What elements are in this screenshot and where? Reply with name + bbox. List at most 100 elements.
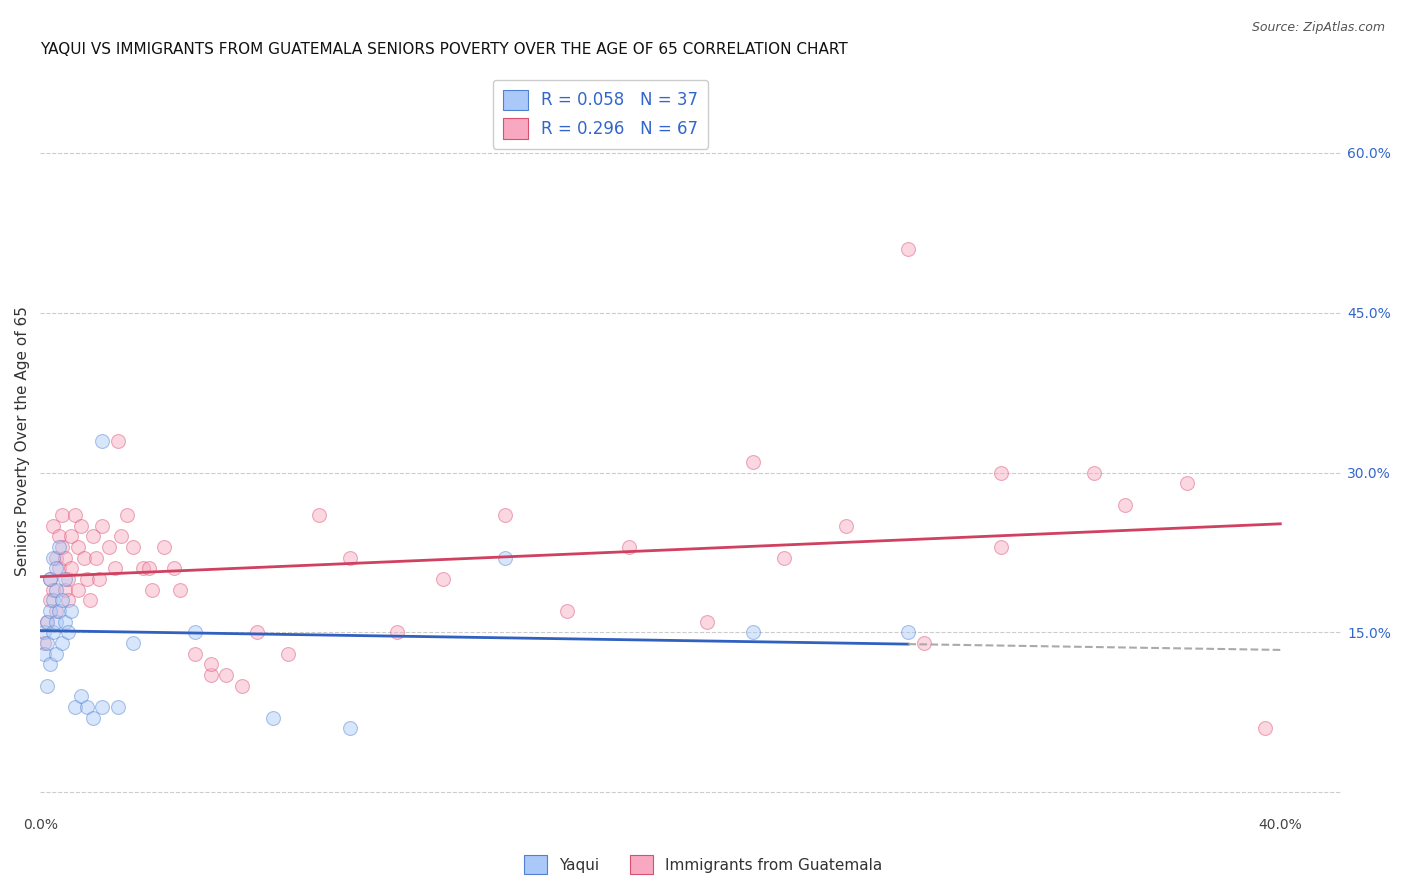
- Point: [45, 550, 67, 565]
- Point: [58, 593, 80, 607]
- Point: [619, 540, 641, 554]
- Point: [742, 455, 765, 469]
- Point: [215, 668, 238, 682]
- Point: [48, 540, 70, 554]
- Point: [60, 561, 83, 575]
- Point: [69, 519, 91, 533]
- Y-axis label: Seniors Poverty Over the Age of 65: Seniors Poverty Over the Age of 65: [15, 306, 30, 575]
- Point: [97, 540, 120, 554]
- Point: [35, 636, 58, 650]
- Point: [38, 572, 60, 586]
- Point: [277, 647, 299, 661]
- Legend: R = 0.058   N = 37, R = 0.296   N = 67: R = 0.058 N = 37, R = 0.296 N = 67: [492, 79, 707, 149]
- Point: [69, 690, 91, 704]
- Point: [138, 561, 160, 575]
- Point: [169, 582, 191, 597]
- Point: [51, 508, 73, 523]
- Point: [51, 593, 73, 607]
- Point: [76, 700, 98, 714]
- Point: [51, 636, 73, 650]
- Point: [53, 615, 76, 629]
- Point: [773, 550, 796, 565]
- Text: Source: ZipAtlas.com: Source: ZipAtlas.com: [1251, 21, 1385, 34]
- Point: [42, 519, 65, 533]
- Point: [91, 434, 114, 448]
- Point: [835, 519, 858, 533]
- Point: [1114, 498, 1136, 512]
- Point: [53, 572, 76, 586]
- Point: [990, 466, 1012, 480]
- Point: [42, 625, 65, 640]
- Point: [990, 540, 1012, 554]
- Point: [89, 572, 111, 586]
- Point: [897, 242, 920, 256]
- Point: [38, 593, 60, 607]
- Point: [58, 625, 80, 640]
- Point: [115, 508, 138, 523]
- Point: [38, 572, 60, 586]
- Point: [494, 550, 516, 565]
- Point: [48, 561, 70, 575]
- Point: [91, 700, 114, 714]
- Point: [51, 540, 73, 554]
- Point: [339, 550, 361, 565]
- Point: [912, 636, 935, 650]
- Point: [122, 636, 145, 650]
- Point: [42, 582, 65, 597]
- Point: [58, 572, 80, 586]
- Point: [45, 582, 67, 597]
- Point: [1083, 466, 1105, 480]
- Point: [897, 625, 920, 640]
- Point: [38, 657, 60, 672]
- Point: [107, 434, 129, 448]
- Point: [262, 711, 284, 725]
- Point: [53, 582, 76, 597]
- Point: [42, 550, 65, 565]
- Point: [38, 604, 60, 618]
- Point: [153, 540, 176, 554]
- Point: [200, 657, 222, 672]
- Point: [63, 700, 86, 714]
- Point: [107, 700, 129, 714]
- Point: [60, 529, 83, 543]
- Point: [48, 529, 70, 543]
- Point: [246, 625, 269, 640]
- Point: [32, 625, 55, 640]
- Point: [184, 625, 207, 640]
- Point: [35, 679, 58, 693]
- Point: [73, 550, 96, 565]
- Point: [104, 561, 127, 575]
- Point: [35, 615, 58, 629]
- Point: [231, 679, 253, 693]
- Point: [82, 529, 104, 543]
- Point: [45, 615, 67, 629]
- Point: [122, 540, 145, 554]
- Point: [79, 593, 101, 607]
- Legend: Yaqui, Immigrants from Guatemala: Yaqui, Immigrants from Guatemala: [517, 849, 889, 880]
- Point: [45, 604, 67, 618]
- Point: [66, 582, 89, 597]
- Point: [432, 572, 454, 586]
- Point: [45, 647, 67, 661]
- Point: [82, 711, 104, 725]
- Point: [35, 615, 58, 629]
- Point: [53, 550, 76, 565]
- Point: [131, 561, 153, 575]
- Point: [42, 593, 65, 607]
- Point: [200, 668, 222, 682]
- Point: [76, 572, 98, 586]
- Point: [141, 582, 163, 597]
- Point: [63, 508, 86, 523]
- Point: [163, 561, 186, 575]
- Point: [1254, 721, 1277, 735]
- Point: [308, 508, 330, 523]
- Point: [696, 615, 718, 629]
- Point: [84, 550, 107, 565]
- Point: [66, 540, 89, 554]
- Point: [110, 529, 132, 543]
- Text: YAQUI VS IMMIGRANTS FROM GUATEMALA SENIORS POVERTY OVER THE AGE OF 65 CORRELATIO: YAQUI VS IMMIGRANTS FROM GUATEMALA SENIO…: [41, 42, 848, 57]
- Point: [339, 721, 361, 735]
- Point: [557, 604, 579, 618]
- Point: [742, 625, 765, 640]
- Point: [45, 561, 67, 575]
